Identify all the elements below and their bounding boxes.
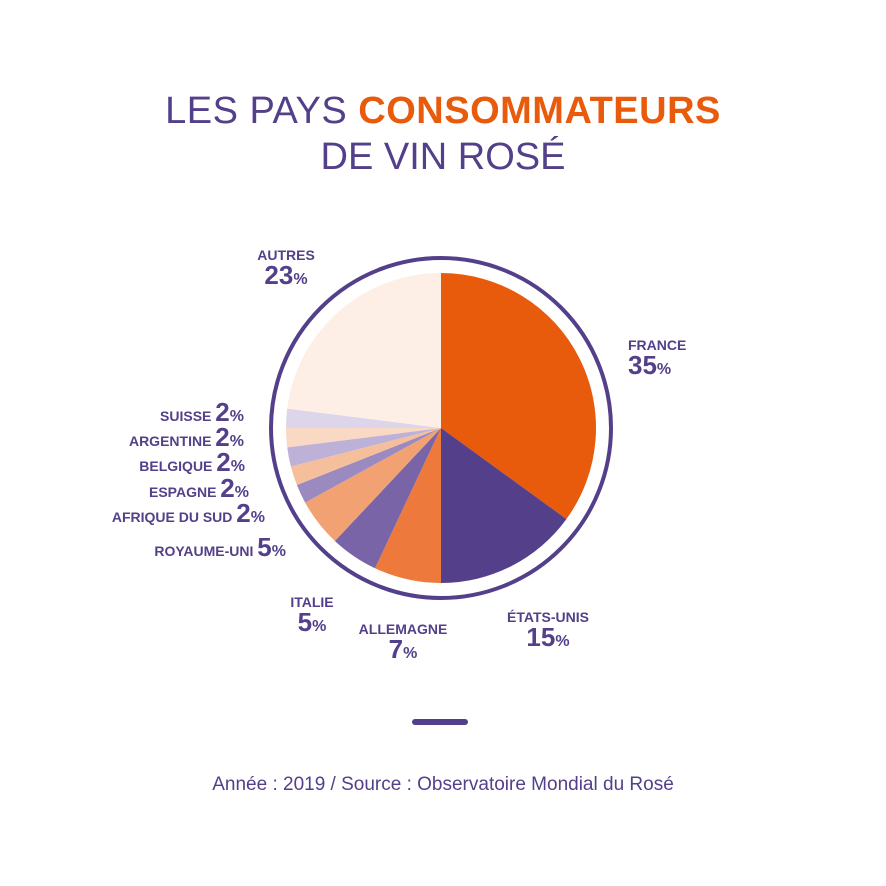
pie-slice-2	[375, 428, 441, 583]
label-value-slice-10: 23%	[264, 260, 307, 290]
title-accent-text: CONSOMMATEURS	[358, 90, 721, 132]
label-value-slice-1: 15%	[526, 622, 569, 652]
label-value-slice-0: 35%	[628, 350, 671, 380]
label-slice-8: ARGENTINE 2%	[129, 422, 244, 452]
title-line-1: LES PAYS CONSOMMATEURS	[0, 88, 886, 134]
pie-slice-3	[334, 428, 441, 569]
pie-slice-0	[441, 273, 597, 520]
label-name-slice-3: ITALIE	[290, 594, 333, 610]
title-plain-text: LES PAYS	[165, 90, 359, 132]
pie-slice-5	[296, 428, 441, 503]
title-line-2: DE VIN ROSÉ	[320, 136, 566, 178]
label-slice-6: ESPAGNE 2%	[149, 473, 249, 503]
label-value-slice-3: 5%	[298, 607, 327, 637]
label-name-slice-0: FRANCE	[628, 337, 686, 353]
chart-title: LES PAYS CONSOMMATEURS DE VIN ROSÉ	[0, 88, 886, 180]
label-slice-5: AFRIQUE DU SUD 2%	[112, 498, 265, 528]
pie-slice-1	[441, 428, 567, 583]
label-slice-9: SUISSE 2%	[160, 397, 244, 427]
pie-slice-8	[286, 428, 441, 448]
label-slice-7: BELGIQUE 2%	[139, 447, 245, 477]
pie-slice-4	[305, 428, 441, 541]
pie-slice-10	[287, 273, 441, 428]
label-name-slice-2: ALLEMAGNE	[359, 621, 448, 637]
label-name-slice-1: ÉTATS-UNIS	[507, 609, 589, 625]
pie-slice-7	[287, 428, 441, 467]
pie-outer-ring	[269, 256, 613, 600]
pie-slice-9	[286, 408, 441, 428]
source-note: Année : 2019 / Source : Observatoire Mon…	[212, 774, 674, 795]
label-name-slice-10: AUTRES	[257, 247, 315, 263]
label-slice-4: ROYAUME-UNI 5%	[154, 532, 286, 562]
divider-bar	[412, 719, 468, 725]
pie-slice-6	[290, 428, 441, 486]
label-value-slice-2: 7%	[389, 634, 418, 664]
pie-slices	[286, 273, 597, 583]
